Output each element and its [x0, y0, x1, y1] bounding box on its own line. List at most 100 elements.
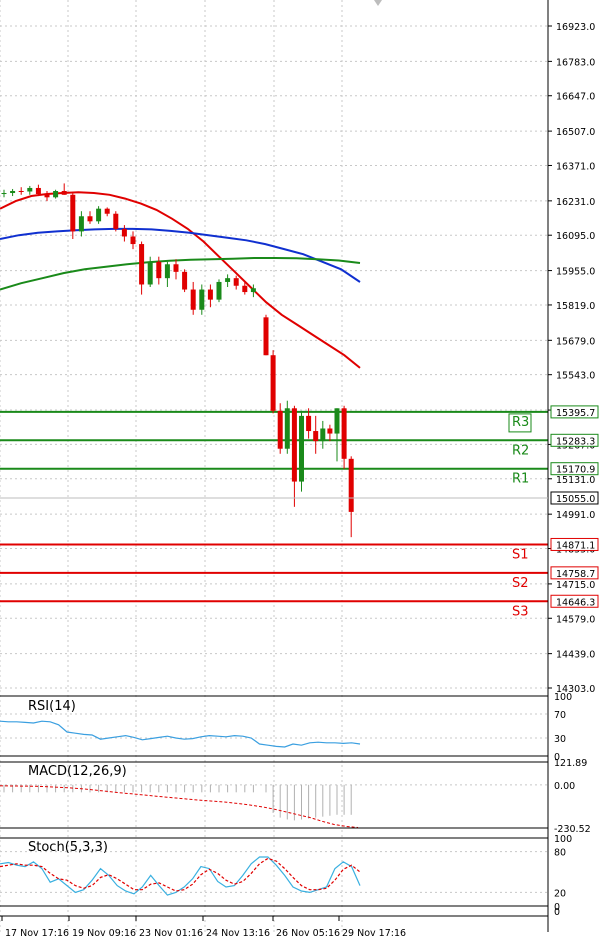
- macd-signal-line: [0, 785, 359, 828]
- candle-body: [277, 410, 283, 449]
- stoch-tick-label: 20: [554, 888, 566, 899]
- price-tick-label: 16507.0: [556, 127, 595, 138]
- rsi-label: RSI(14): [28, 699, 76, 714]
- candle-body: [53, 190, 59, 198]
- panel-frames: 17 Nov 17:16 19 Nov 09:16 23 Nov 01:16 24 N…: [0, 695, 560, 939]
- candle-body: [182, 271, 188, 290]
- rsi-tick-label: 0: [554, 752, 560, 763]
- candle-body: [70, 194, 76, 232]
- candle-body: [1, 193, 7, 195]
- price-tick-label: 14991.0: [556, 510, 595, 521]
- candle-body: [291, 408, 297, 482]
- current-price-tag: [550, 491, 599, 505]
- price-tick-label: 14715.0: [556, 580, 595, 591]
- moving-average-line: [0, 191, 361, 369]
- level-label-r2: R2: [512, 443, 529, 458]
- current-price-tag-text: 15055.0: [556, 494, 595, 505]
- candle-body: [225, 278, 231, 282]
- stoch-label: Stoch(5,3,3): [28, 840, 108, 855]
- candle-body: [334, 408, 340, 434]
- level-price-tag: [550, 433, 599, 447]
- price-tick-label: 15543.0: [556, 371, 595, 382]
- candle-body: [78, 216, 84, 232]
- candle-body: [233, 278, 239, 286]
- x-tick-label: 23 Nov 01:16: [139, 928, 203, 939]
- candle-body: [242, 285, 248, 293]
- candle-body: [104, 208, 110, 214]
- candle-body: [306, 415, 312, 432]
- stoch-line: [0, 856, 361, 896]
- x-tick-label: 24 Nov 13:16: [206, 928, 270, 939]
- candle-body: [113, 213, 119, 229]
- candle-body: [164, 264, 170, 279]
- price-tick-label: 15679.0: [556, 336, 595, 347]
- pivot-levels: R3 R2 R1 S1 S2 S3: [0, 410, 548, 619]
- candle-body: [173, 264, 179, 272]
- rsi-tick-label: 70: [554, 710, 566, 721]
- level-price-tag-text: 14871.1: [556, 540, 595, 551]
- candle-body: [35, 187, 41, 195]
- candle-body: [313, 431, 319, 442]
- price-tick-label: 16923.0: [556, 22, 595, 33]
- price-tick-label: 14303.0: [556, 684, 595, 695]
- moving-average-line: [0, 227, 361, 283]
- level-price-tag: [550, 537, 599, 551]
- stoch-line: [0, 857, 361, 892]
- candle-body: [270, 355, 276, 411]
- candle-body: [61, 190, 67, 195]
- price-tick-label: 14439.0: [556, 650, 595, 661]
- candle-body: [284, 408, 290, 449]
- candle-body: [130, 236, 136, 245]
- candle-body: [27, 187, 33, 192]
- candle-body: [190, 289, 196, 310]
- stoch-tick-label: 100: [554, 834, 572, 845]
- candle-body: [18, 190, 24, 192]
- stoch-tick-label: 80: [554, 848, 566, 859]
- x-tick-label: 29 Nov 17:16: [342, 928, 406, 939]
- level-label-s3: S3: [512, 604, 529, 619]
- rsi-line: [0, 720, 361, 748]
- candle-body: [87, 216, 93, 222]
- level-price-tag-text: 15283.3: [556, 436, 595, 447]
- price-tick-label: 14579.0: [556, 614, 595, 625]
- candle-body: [299, 415, 304, 482]
- candle-body: [341, 408, 347, 459]
- x-tick-label: 26 Nov 05:16: [276, 928, 340, 939]
- level-price-tag-text: 15395.7: [556, 408, 595, 419]
- macd-label: MACD(12,26,9): [28, 764, 127, 779]
- price-tick-label: 16231.0: [556, 197, 595, 208]
- macd-tick-label: 121.89: [554, 758, 587, 769]
- level-price-tag-text: 14646.3: [556, 597, 595, 608]
- price-tick-label: 16783.0: [556, 57, 595, 68]
- x-tick-label: 17 Nov 17:16: [5, 928, 69, 939]
- grid: [0, 0, 548, 932]
- level-label-s2: S2: [512, 576, 529, 591]
- candle-body: [327, 428, 333, 434]
- level-price-tag: [550, 594, 599, 608]
- rsi-tick-label: 30: [554, 734, 566, 745]
- level-label-r3: R3: [512, 415, 529, 430]
- candle-body: [263, 317, 269, 356]
- price-tick-label: 15819.0: [556, 301, 595, 312]
- level-price-tag-text: 14758.7: [556, 569, 595, 580]
- moving-average-line: [0, 257, 361, 291]
- candle-body: [250, 288, 256, 293]
- candle-body: [121, 228, 127, 237]
- rsi-tick-label: 100: [554, 692, 572, 703]
- candles: [1, 183, 354, 538]
- candle-body: [156, 261, 162, 279]
- moving-averages: [0, 191, 361, 369]
- stoch-tick-label: 0: [554, 902, 560, 913]
- candle-body: [320, 428, 326, 442]
- x-tick-label: 19 Nov 09:16: [72, 928, 136, 939]
- candle-body: [216, 281, 222, 300]
- price-tick-label: 15131.0: [556, 475, 595, 486]
- level-price-tag: [550, 566, 599, 580]
- candle-body: [44, 194, 50, 198]
- level-label-s1: S1: [512, 547, 529, 562]
- chart-shift-marker-icon[interactable]: [374, 0, 382, 6]
- candle-body: [348, 458, 354, 512]
- candle-body: [139, 244, 145, 285]
